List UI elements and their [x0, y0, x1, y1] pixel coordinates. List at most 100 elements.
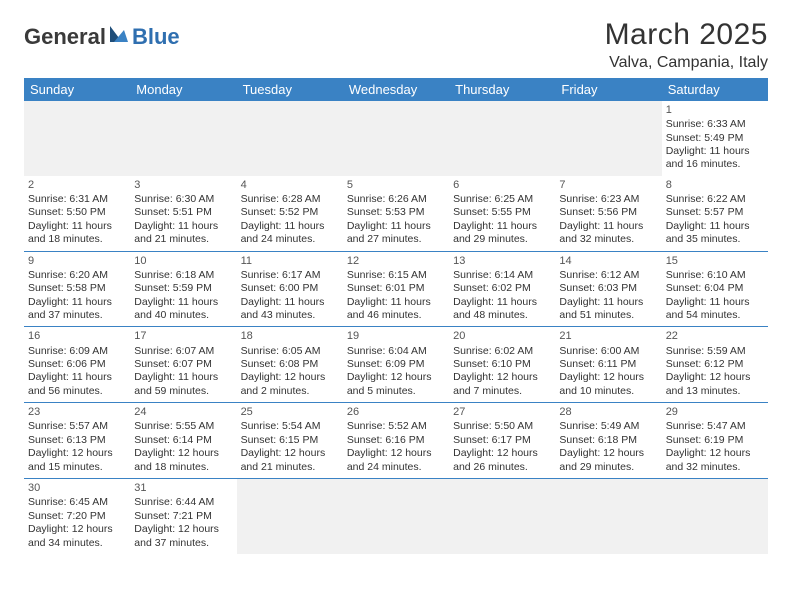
daylight-text: Daylight: 11 hours and 48 minutes. [453, 296, 551, 323]
sunset-text: Sunset: 6:01 PM [347, 282, 445, 295]
daylight-text: Daylight: 12 hours and 2 minutes. [241, 371, 339, 398]
day-number: 12 [347, 254, 445, 268]
day-number: 26 [347, 405, 445, 419]
calendar-cell: 10Sunrise: 6:18 AMSunset: 5:59 PMDayligh… [130, 251, 236, 327]
day-number: 8 [666, 178, 764, 192]
weekday-header: Wednesday [343, 78, 449, 101]
calendar-cell: 20Sunrise: 6:02 AMSunset: 6:10 PMDayligh… [449, 327, 555, 403]
sunrise-text: Sunrise: 6:28 AM [241, 193, 339, 206]
sunrise-text: Sunrise: 6:25 AM [453, 193, 551, 206]
day-number: 28 [559, 405, 657, 419]
calendar-cell: 28Sunrise: 5:49 AMSunset: 6:18 PMDayligh… [555, 403, 661, 479]
day-number: 1 [666, 103, 764, 117]
daylight-text: Daylight: 12 hours and 21 minutes. [241, 447, 339, 474]
daylight-text: Daylight: 11 hours and 27 minutes. [347, 220, 445, 247]
sunrise-text: Sunrise: 6:30 AM [134, 193, 232, 206]
location: Valva, Campania, Italy [605, 54, 768, 72]
day-number: 7 [559, 178, 657, 192]
header: General Blue March 2025 Valva, Campania,… [24, 18, 768, 72]
sunset-text: Sunset: 6:19 PM [666, 434, 764, 447]
sunrise-text: Sunrise: 6:33 AM [666, 118, 764, 131]
sunrise-text: Sunrise: 6:15 AM [347, 269, 445, 282]
sunrise-text: Sunrise: 6:22 AM [666, 193, 764, 206]
sunset-text: Sunset: 6:11 PM [559, 358, 657, 371]
calendar-cell: 12Sunrise: 6:15 AMSunset: 6:01 PMDayligh… [343, 251, 449, 327]
sunrise-text: Sunrise: 6:31 AM [28, 193, 126, 206]
day-number: 23 [28, 405, 126, 419]
day-number: 9 [28, 254, 126, 268]
weekday-header-row: Sunday Monday Tuesday Wednesday Thursday… [24, 78, 768, 101]
daylight-text: Daylight: 12 hours and 15 minutes. [28, 447, 126, 474]
daylight-text: Daylight: 11 hours and 46 minutes. [347, 296, 445, 323]
daylight-text: Daylight: 11 hours and 21 minutes. [134, 220, 232, 247]
daylight-text: Daylight: 12 hours and 10 minutes. [559, 371, 657, 398]
sunset-text: Sunset: 5:51 PM [134, 206, 232, 219]
day-number: 6 [453, 178, 551, 192]
sunset-text: Sunset: 6:18 PM [559, 434, 657, 447]
sunrise-text: Sunrise: 6:23 AM [559, 193, 657, 206]
calendar-cell: 8Sunrise: 6:22 AMSunset: 5:57 PMDaylight… [662, 176, 768, 251]
calendar-row: 1Sunrise: 6:33 AMSunset: 5:49 PMDaylight… [24, 101, 768, 176]
day-number: 30 [28, 481, 126, 495]
sunrise-text: Sunrise: 6:26 AM [347, 193, 445, 206]
calendar-cell: 23Sunrise: 5:57 AMSunset: 6:13 PMDayligh… [24, 403, 130, 479]
weekday-header: Thursday [449, 78, 555, 101]
day-number: 2 [28, 178, 126, 192]
day-number: 25 [241, 405, 339, 419]
daylight-text: Daylight: 11 hours and 16 minutes. [666, 145, 764, 172]
day-number: 29 [666, 405, 764, 419]
calendar-cell [24, 101, 130, 176]
daylight-text: Daylight: 11 hours and 29 minutes. [453, 220, 551, 247]
day-number: 21 [559, 329, 657, 343]
day-number: 5 [347, 178, 445, 192]
page: General Blue March 2025 Valva, Campania,… [0, 0, 792, 554]
calendar-row: 2Sunrise: 6:31 AMSunset: 5:50 PM Daylight… [24, 176, 768, 251]
sunset-text: Sunset: 6:13 PM [28, 434, 126, 447]
sunrise-text: Sunrise: 6:10 AM [666, 269, 764, 282]
daylight-text: Daylight: 12 hours and 24 minutes. [347, 447, 445, 474]
sunrise-text: Sunrise: 6:04 AM [347, 345, 445, 358]
weekday-header: Saturday [662, 78, 768, 101]
calendar-cell [449, 101, 555, 176]
calendar-cell: 5Sunrise: 6:26 AMSunset: 5:53 PMDaylight… [343, 176, 449, 251]
sunset-text: Sunset: 7:21 PM [134, 510, 232, 523]
calendar-row: 30Sunrise: 6:45 AMSunset: 7:20 PMDayligh… [24, 479, 768, 554]
calendar-cell: 15Sunrise: 6:10 AMSunset: 6:04 PMDayligh… [662, 251, 768, 327]
day-number: 18 [241, 329, 339, 343]
calendar-cell: 7Sunrise: 6:23 AMSunset: 5:56 PMDaylight… [555, 176, 661, 251]
calendar-cell: 30Sunrise: 6:45 AMSunset: 7:20 PMDayligh… [24, 479, 130, 554]
calendar-cell: 18Sunrise: 6:05 AMSunset: 6:08 PMDayligh… [237, 327, 343, 403]
calendar-cell: 2Sunrise: 6:31 AMSunset: 5:50 PMDaylight… [24, 176, 130, 251]
sunrise-text: Sunrise: 5:54 AM [241, 420, 339, 433]
calendar-cell: 22Sunrise: 5:59 AMSunset: 6:12 PMDayligh… [662, 327, 768, 403]
day-number: 27 [453, 405, 551, 419]
calendar-row: 9Sunrise: 6:20 AMSunset: 5:58 PMDaylight… [24, 251, 768, 327]
weekday-header: Tuesday [237, 78, 343, 101]
daylight-text: Daylight: 12 hours and 34 minutes. [28, 523, 126, 550]
daylight-text: Daylight: 11 hours and 51 minutes. [559, 296, 657, 323]
sunrise-text: Sunrise: 6:05 AM [241, 345, 339, 358]
calendar-cell: 26Sunrise: 5:52 AMSunset: 6:16 PMDayligh… [343, 403, 449, 479]
calendar-cell: 9Sunrise: 6:20 AMSunset: 5:58 PMDaylight… [24, 251, 130, 327]
sunset-text: Sunset: 6:12 PM [666, 358, 764, 371]
daylight-text: Daylight: 11 hours and 35 minutes. [666, 220, 764, 247]
daylight-text: Daylight: 12 hours and 26 minutes. [453, 447, 551, 474]
daylight-text: Daylight: 12 hours and 37 minutes. [134, 523, 232, 550]
sunset-text: Sunset: 5:53 PM [347, 206, 445, 219]
sunrise-text: Sunrise: 5:52 AM [347, 420, 445, 433]
sunrise-text: Sunrise: 6:14 AM [453, 269, 551, 282]
calendar-cell: 16Sunrise: 6:09 AMSunset: 6:06 PMDayligh… [24, 327, 130, 403]
day-number: 15 [666, 254, 764, 268]
sunset-text: Sunset: 6:14 PM [134, 434, 232, 447]
calendar-cell [343, 101, 449, 176]
calendar-cell: 29Sunrise: 5:47 AMSunset: 6:19 PMDayligh… [662, 403, 768, 479]
day-number: 24 [134, 405, 232, 419]
sunset-text: Sunset: 5:50 PM [28, 206, 126, 219]
day-number: 14 [559, 254, 657, 268]
sunset-text: Sunset: 6:10 PM [453, 358, 551, 371]
sunset-text: Sunset: 5:56 PM [559, 206, 657, 219]
sunset-text: Sunset: 5:59 PM [134, 282, 232, 295]
sunset-text: Sunset: 6:07 PM [134, 358, 232, 371]
sunrise-text: Sunrise: 5:47 AM [666, 420, 764, 433]
sunset-text: Sunset: 6:15 PM [241, 434, 339, 447]
